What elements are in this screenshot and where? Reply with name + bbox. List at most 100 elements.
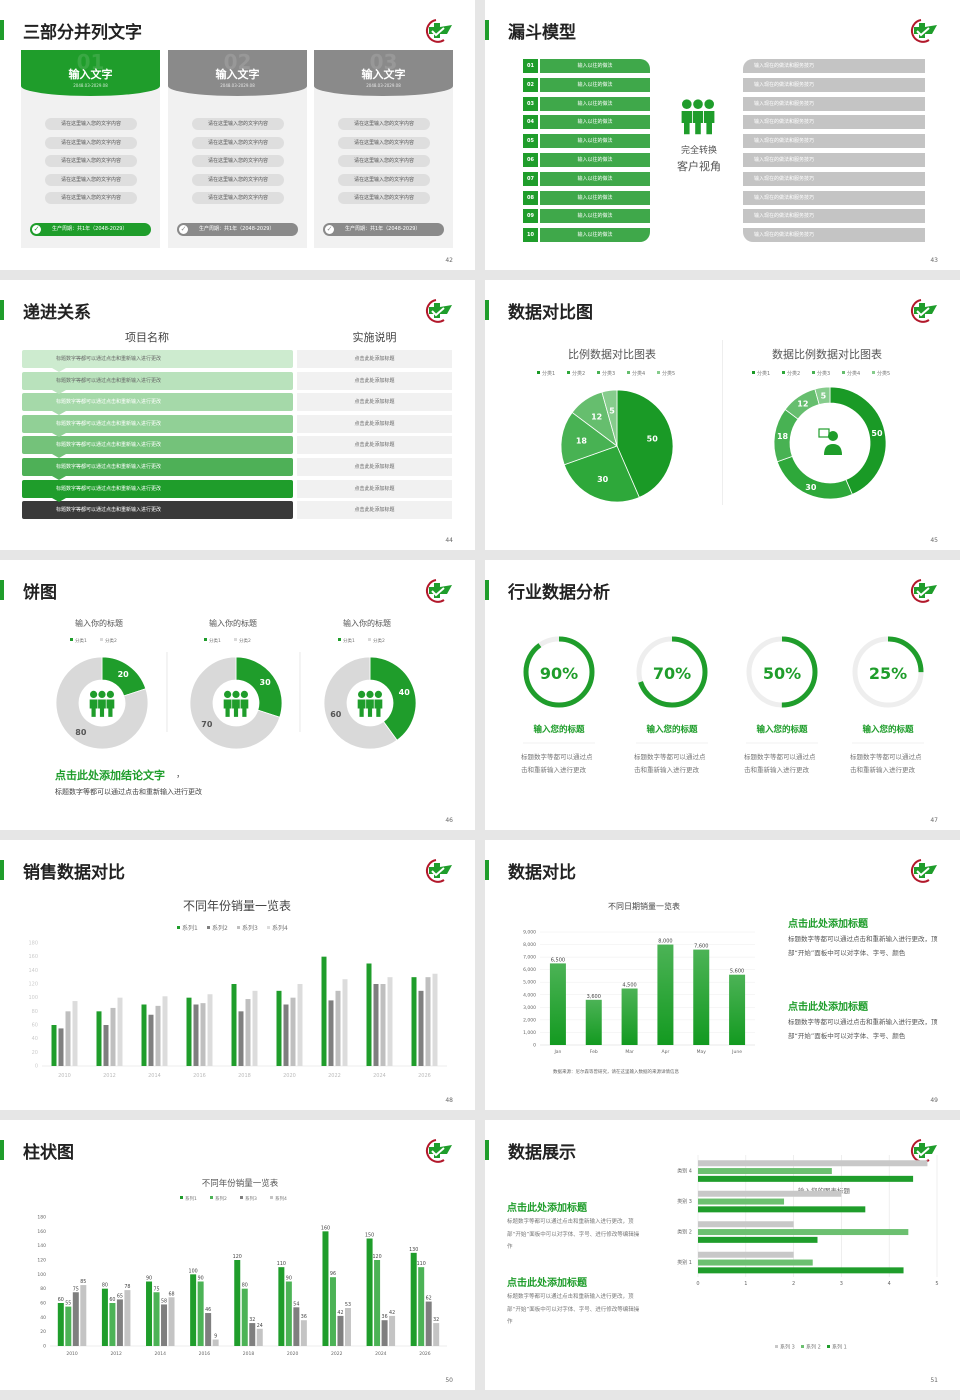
bar-2024-系列4 [389, 1315, 396, 1346]
person-body [691, 110, 705, 136]
x-tick-label: 3 [840, 1281, 843, 1287]
slice-value-label: 5 [609, 406, 615, 415]
y-tick-label: 60 [40, 1301, 46, 1307]
logo-red-arc [910, 299, 930, 323]
legend-label: 分类1 [542, 370, 555, 377]
legend-swatch [100, 638, 103, 641]
block-heading: 点击此处添加标题 [507, 1278, 587, 1289]
card-footer-text: 生产周期：共1年（2048-2029） [345, 226, 421, 232]
legend-swatch [597, 371, 600, 374]
page-number: 42 [445, 257, 453, 264]
x-tick-label: 2010 [58, 1073, 71, 1079]
legend-swatch [270, 1196, 273, 1199]
logo-red-arc [425, 579, 445, 603]
card: 01 输入文字 2048.03-2029.08 请在这里输入您的文字内容 请在这里输入您… [21, 50, 160, 248]
card-footer-text: 生产周期：共1年（2048-2029） [52, 226, 128, 232]
bar-value-label: 32 [249, 1317, 255, 1323]
row-number-badge: 09 [523, 209, 538, 224]
chart-title: 不同日期销量一览表 [608, 901, 680, 911]
slice-value-label: 80 [75, 728, 87, 737]
person-head [90, 690, 98, 698]
speech-bubble [818, 428, 830, 438]
logo-white-check [431, 27, 445, 37]
card-item-pill: 请在这里输入您的文字内容 [338, 155, 430, 167]
person-head [106, 690, 114, 698]
bar-value-label: 90 [286, 1276, 292, 1282]
logo-red-arc [425, 19, 445, 43]
x-tick-label: 5 [935, 1281, 938, 1287]
bar-value-label: 3,600 [587, 994, 601, 1000]
bar-value-label: 6,500 [551, 957, 565, 963]
x-tick-label: 2016 [193, 1073, 206, 1079]
y-tick-label: 6,000 [523, 967, 536, 973]
x-tick-label: 2020 [287, 1351, 299, 1357]
legend-label: 系列 3 [780, 1344, 795, 1351]
card-heading: 输入文字 [215, 68, 260, 81]
progression-row: 标题数字等都可以通过点击和重新输入进行更改 [22, 393, 293, 412]
bar-2018-系列4 [252, 990, 258, 1066]
logo-red-arc [425, 859, 445, 883]
category-label: 类别 3 [677, 1198, 692, 1205]
customer-service-icon [818, 428, 842, 455]
row-number-badge: 03 [523, 96, 538, 111]
bar-类别 4-系列 1 [698, 1175, 914, 1182]
y-tick-label: 160 [37, 1229, 46, 1235]
slice-value-label: 30 [597, 475, 609, 484]
y-tick-label: 40 [40, 1315, 46, 1321]
bar-value-label: 78 [124, 1284, 130, 1290]
description-cell: 点击此处添加标题 [297, 414, 452, 433]
page-number: 44 [445, 537, 453, 544]
current-method-bar: 输入现在的做法和服务技巧 [743, 96, 925, 111]
logo-red-arc [910, 19, 930, 43]
legend-label: 系列 1 [832, 1344, 847, 1351]
x-tick-label: June [731, 1049, 742, 1055]
bar-value-label: 24 [257, 1323, 263, 1329]
item-description: 标题数字等都可以通过点击和重新输入进行更改 [744, 753, 816, 774]
person-body [373, 698, 383, 718]
title-accent-bar [485, 20, 489, 40]
bar-value-label: 42 [389, 1310, 395, 1316]
legend-swatch [240, 1196, 243, 1199]
bar-2024-系列3 [380, 984, 386, 1066]
bar-2016-系列4 [207, 994, 213, 1066]
card-number-watermark: 03 [369, 50, 398, 74]
bar-2010-系列4 [80, 1285, 87, 1346]
horizontal-bar-chart: 输入您的图表标题 0 1 2 3 4 5 类别 1 类别 2 类别 3 类别 4 系列 3 系列 2 系列… [677, 1155, 939, 1351]
x-tick-label: 2022 [328, 1073, 341, 1079]
row-number-badge: 02 [523, 77, 538, 92]
bar-value-label: 90 [146, 1276, 152, 1282]
y-tick-label: 160 [28, 954, 38, 960]
current-method-bar: 输入现在的做法和服务技巧 [743, 171, 925, 186]
row-number-badge: 08 [523, 190, 538, 205]
person-head [828, 431, 838, 441]
legend-swatch [782, 371, 785, 374]
bar-value-label: 7,600 [694, 944, 708, 950]
bar-类别 2-系列 3 [698, 1221, 794, 1228]
bar-value-label: 96 [330, 1271, 336, 1277]
bar-value-label: 60 [109, 1297, 115, 1303]
description-cell: 点击此处添加标题 [297, 501, 452, 520]
block-heading: 点击此处添加标题 [788, 1002, 868, 1013]
bar-2010-系列1 [57, 1303, 64, 1346]
card-header-bg [21, 50, 160, 96]
chart-title: 输入你的标题 [75, 618, 123, 628]
progression-row: 标题数字等都可以通过点击和重新输入进行更改 [22, 436, 293, 455]
slice-value-label: 18 [777, 432, 789, 441]
bar-2014-系列4 [162, 996, 168, 1066]
x-tick-label: 2024 [375, 1351, 387, 1357]
x-tick-label: 2018 [238, 1073, 251, 1079]
progression-row: 标题数字等都可以通过点击和重新输入进行更改 [22, 414, 293, 433]
current-method-bar: 输入现在的做法和服务技巧 [743, 115, 925, 130]
slide-title: 数据对比图 [508, 303, 593, 323]
logo-icon [910, 19, 937, 43]
pie-slice-分类1 [616, 389, 674, 498]
pie-slice-分类3 [560, 411, 618, 466]
bar-2010-系列1 [51, 1025, 57, 1066]
slide-title: 柱状图 [23, 1143, 74, 1163]
slide-title: 递进关系 [23, 303, 91, 323]
legend-label: 分类5 [877, 370, 890, 377]
bar-2018-系列3 [245, 999, 251, 1066]
bar-value-label: 32 [433, 1317, 439, 1323]
y-tick-label: 0 [43, 1344, 46, 1350]
page-number: 50 [445, 1377, 453, 1384]
